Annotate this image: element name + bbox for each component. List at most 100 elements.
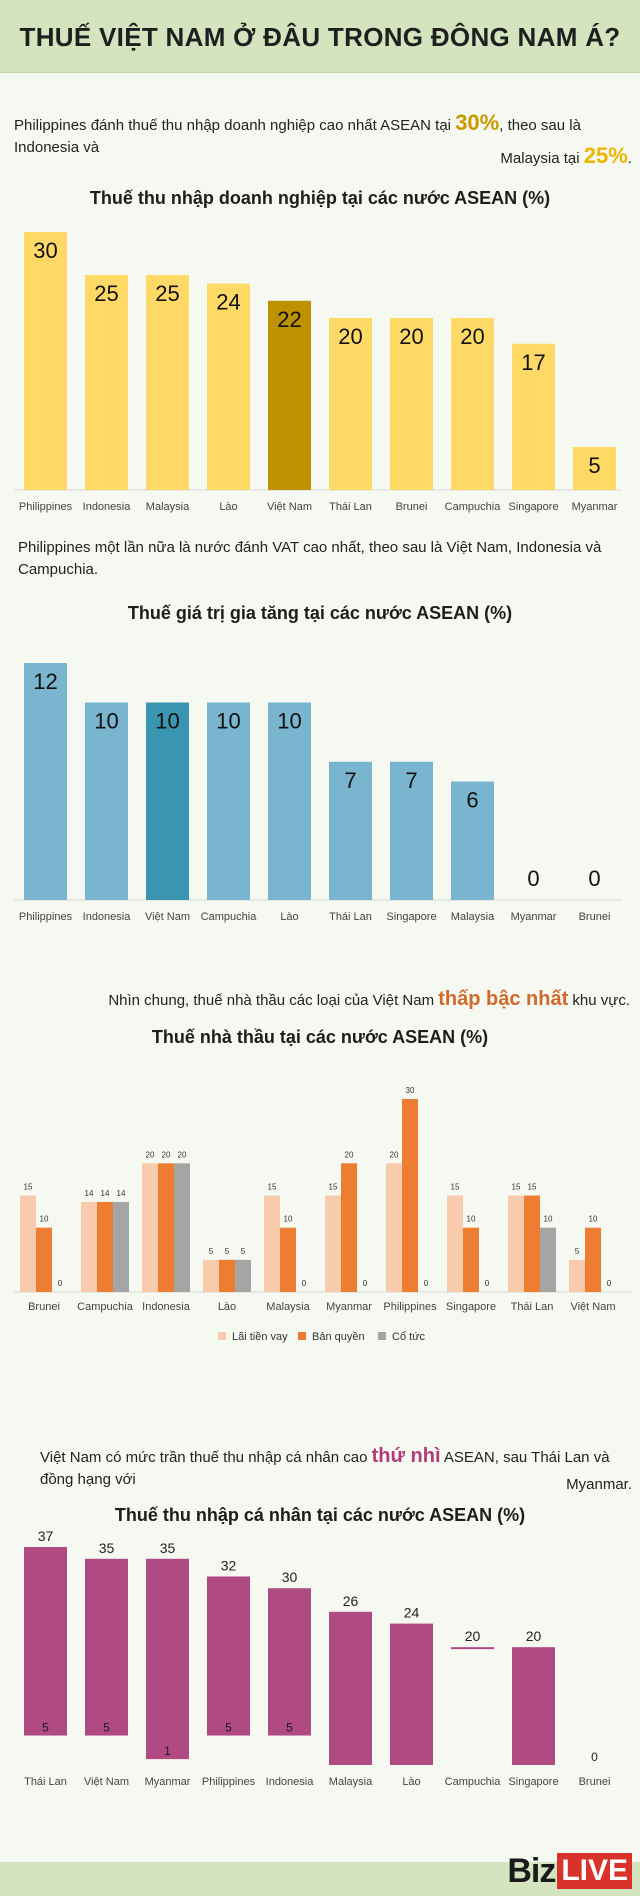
chart3-data-label: 30 xyxy=(406,1086,415,1095)
chart4-max-label: 37 xyxy=(38,1528,54,1544)
chart3-data-label: 20 xyxy=(390,1150,399,1159)
chart2-data-label: 0 xyxy=(527,866,539,891)
chart3-bar-lai-tien-vay xyxy=(264,1195,280,1292)
chart3-data-label: 15 xyxy=(451,1183,460,1192)
chart4-category-label: Việt Nam xyxy=(84,1776,129,1788)
intro3-highlight: thấp bậc nhất xyxy=(438,988,569,1010)
chart4-min-label: 1 xyxy=(164,1744,171,1758)
chart1-category-label: Malaysia xyxy=(146,501,190,513)
chart3-data-label: 14 xyxy=(117,1189,126,1198)
chart2-category-label: Việt Nam xyxy=(145,911,190,923)
chart3-title: Thuế nhà thầu tại các nước ASEAN (%) xyxy=(151,1027,489,1047)
chart1-bar xyxy=(512,343,555,490)
logo-live: LIVE xyxy=(557,1853,632,1889)
chart2-data-label: 7 xyxy=(344,768,356,793)
chart4-category-label: Philippines xyxy=(202,1776,256,1788)
chart3-data-label: 10 xyxy=(467,1215,476,1224)
chart4-min-label: 5 xyxy=(103,1721,110,1735)
chart2-category-label: Campuchia xyxy=(201,911,258,923)
chart1-data-label: 25 xyxy=(94,281,118,306)
chart3-category-label: Philippines xyxy=(383,1301,437,1313)
chart3-category-label: Malaysia xyxy=(266,1301,310,1313)
chart3-bar-co-tuc xyxy=(540,1227,556,1292)
intro2-text: Philippines một lần nữa là nước đánh VAT… xyxy=(18,539,602,578)
chart1-bar xyxy=(329,318,372,490)
chart2-data-label: 10 xyxy=(155,709,179,734)
logo-biz: Biz xyxy=(507,1851,556,1890)
chart4-bar xyxy=(512,1647,555,1765)
chart4-max-label: 20 xyxy=(526,1628,542,1644)
chart3-bar-ban-quyen xyxy=(402,1099,418,1292)
chart3-data-label: 5 xyxy=(225,1247,230,1256)
bizlive-logo[interactable]: Biz LIVE xyxy=(507,1851,632,1891)
chart3-category-label: Brunei xyxy=(28,1301,60,1313)
chart2-category-label: Thái Lan xyxy=(329,911,372,923)
chart3-data-label: 15 xyxy=(329,1183,338,1192)
chart1-data-label: 22 xyxy=(277,307,301,332)
chart1-data-label: 17 xyxy=(521,350,545,375)
chart2-bar xyxy=(207,702,250,900)
intro1-line2-rest: . xyxy=(627,150,632,167)
chart3-category-label: Myanmar xyxy=(326,1301,372,1313)
chart3-bar-lai-tien-vay xyxy=(203,1259,219,1292)
chart3-legend-label: Cổ tức xyxy=(392,1331,426,1343)
chart4-bar xyxy=(24,1547,67,1736)
chart3-contractor-tax: 15 10 0 Brunei 14 14 14 Campuchia 20 20 20 Indonesi… xyxy=(14,1086,632,1343)
chart1-category-label: Việt Nam xyxy=(267,501,312,513)
footer-banner xyxy=(0,1862,640,1896)
chart2-category-label: Malaysia xyxy=(451,911,495,923)
chart1-category-label: Philippines xyxy=(19,501,73,513)
chart2-category-label: Lào xyxy=(280,911,298,923)
chart4-min-label: 5 xyxy=(286,1721,293,1735)
chart3-category-label: Lào xyxy=(218,1301,236,1313)
chart2-category-label: Brunei xyxy=(579,911,611,923)
chart3-bar-ban-quyen xyxy=(219,1259,235,1292)
chart3-bar-co-tuc xyxy=(235,1259,251,1292)
chart3-data-label: 10 xyxy=(589,1215,598,1224)
chart4-category-label: Malaysia xyxy=(329,1776,373,1788)
chart1-data-label: 30 xyxy=(33,238,57,263)
chart3-bar-lai-tien-vay xyxy=(20,1195,36,1292)
chart2-bar xyxy=(85,702,128,900)
chart2-data-label: 0 xyxy=(588,866,600,891)
header-banner: THUẾ VIỆT NAM Ở ĐÂU TRONG ĐÔNG NAM Á? xyxy=(0,0,640,73)
chart3-bar-ban-quyen xyxy=(341,1163,357,1292)
chart3-bar-co-tuc xyxy=(113,1201,129,1292)
chart4-category-label: Brunei xyxy=(579,1776,611,1788)
intro-text-3: Nhìn chung, thuế nhà thầu các loại của V… xyxy=(108,988,630,1012)
chart2-data-label: 6 xyxy=(466,788,478,813)
chart3-legend-swatch xyxy=(218,1332,226,1340)
chart3-bar-ban-quyen xyxy=(36,1227,52,1292)
chart4-category-label: Campuchia xyxy=(445,1776,502,1788)
chart2-bar xyxy=(268,702,311,900)
intro3-before: Nhìn chung, thuế nhà thầu các loại của V… xyxy=(108,992,439,1009)
intro1-line2: Malaysia tại xyxy=(500,150,584,167)
chart4-bar xyxy=(146,1558,189,1760)
chart3-category-label: Việt Nam xyxy=(570,1301,615,1313)
chart4-category-label: Myanmar xyxy=(145,1776,191,1788)
intro1-line1-rest: , theo sau là Indonesia và xyxy=(14,117,581,156)
chart3-data-label: 0 xyxy=(424,1279,429,1288)
chart3-bar-lai-tien-vay xyxy=(508,1195,524,1292)
chart3-data-label: 15 xyxy=(24,1183,33,1192)
chart4-category-label: Singapore xyxy=(508,1776,558,1788)
chart2-category-label: Indonesia xyxy=(83,911,132,923)
chart3-bar-ban-quyen xyxy=(585,1227,601,1292)
chart3-data-label: 0 xyxy=(607,1279,612,1288)
chart2-bar xyxy=(24,663,67,900)
intro3-after: khu vực. xyxy=(568,992,630,1009)
chart1-data-label: 20 xyxy=(338,324,362,349)
chart1-category-label: Campuchia xyxy=(445,501,502,513)
chart4-title: Thuế thu nhập cá nhân tại các nước ASEAN… xyxy=(114,1505,526,1525)
intro1-highlight-25: 25% xyxy=(583,143,628,168)
chart3-category-label: Campuchia xyxy=(77,1301,134,1313)
chart4-max-label: 35 xyxy=(160,1540,176,1556)
chart4-bar xyxy=(85,1558,128,1736)
chart1-data-label: 5 xyxy=(588,453,600,478)
chart3-data-label: 5 xyxy=(575,1247,580,1256)
chart2-data-label: 10 xyxy=(277,709,301,734)
chart2-bar xyxy=(329,761,372,900)
chart3-bar-ban-quyen xyxy=(97,1201,113,1292)
chart4-max-label: 24 xyxy=(404,1605,420,1621)
chart1-category-label: Myanmar xyxy=(572,501,618,513)
